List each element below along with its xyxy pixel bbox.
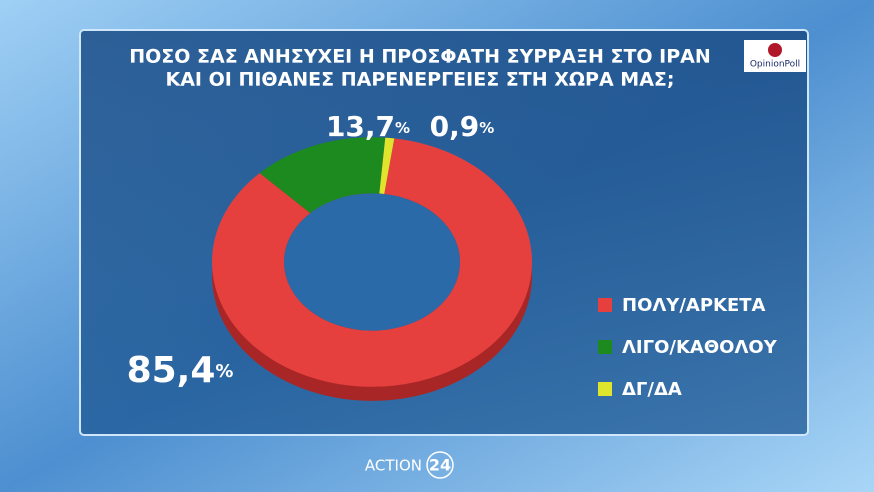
pollster-name: OpinionPoll bbox=[750, 60, 800, 70]
channel-logo-ring bbox=[426, 451, 454, 479]
channel-name: ACTION bbox=[365, 457, 422, 475]
donut bbox=[211, 137, 532, 401]
legend-swatch bbox=[598, 340, 612, 354]
legend-swatch bbox=[598, 382, 612, 396]
value-label: 0,9% bbox=[430, 110, 495, 143]
legend-label: ΠΟΛΥ/ΑΡΚΕΤΑ bbox=[622, 295, 766, 316]
chart-title: ΚΑΙ ΟΙ ΠΙΘΑΝΕΣ ΠΑΡΕΝΕΡΓΕΙΕΣ ΣΤΗ ΧΩΡΑ ΜΑΣ… bbox=[166, 69, 675, 91]
donut-slice bbox=[211, 138, 532, 387]
legend-label: ΛΙΓΟ/ΚΑΘΟΛΟΥ bbox=[622, 337, 778, 358]
value-label: 13,7% bbox=[326, 110, 410, 143]
value-label: 85,4% bbox=[127, 350, 234, 391]
chart-title: ΠΟΣΟ ΣΑΣ ΑΝΗΣΥΧΕΙ Η ΠΡΟΣΦΑΤΗ ΣΥΡΡΑΞΗ ΣΤΟ… bbox=[129, 46, 711, 68]
legend-swatch bbox=[598, 298, 612, 312]
donut-hole bbox=[284, 193, 460, 331]
channel-number: 24 bbox=[429, 456, 451, 475]
legend-label: ΔΓ/ΔΑ bbox=[622, 379, 682, 400]
pollster-logo-icon bbox=[768, 43, 782, 57]
donut-slice bbox=[379, 137, 395, 195]
donut-slice bbox=[259, 137, 386, 214]
